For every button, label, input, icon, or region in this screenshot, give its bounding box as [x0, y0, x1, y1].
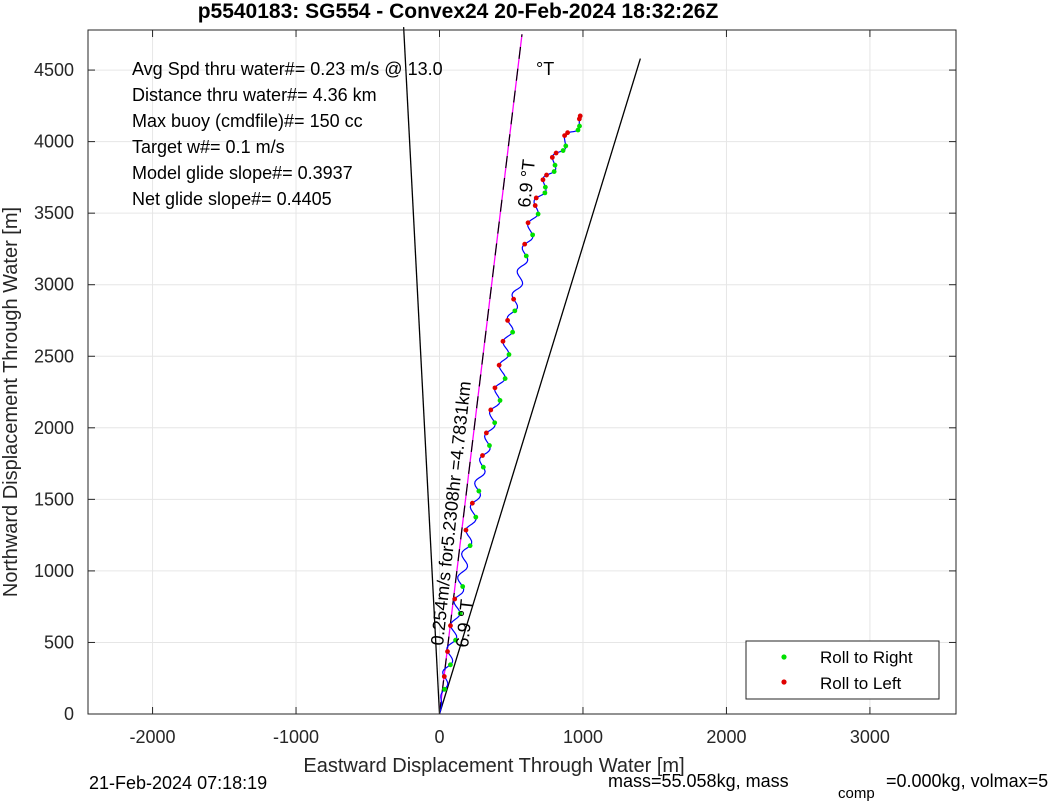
roll-left-marker: [463, 527, 469, 533]
x-tick-label: 1000: [563, 727, 603, 747]
roll-right-marker: [577, 123, 582, 129]
stat-line: Net glide slope#= 0.4405: [132, 189, 332, 209]
y-tick-label: 1500: [34, 489, 74, 509]
roll-left-marker: [452, 596, 458, 602]
track-line: [438, 115, 581, 715]
degree-label: °T: [536, 59, 554, 79]
roll-left-marker: [533, 195, 539, 201]
roll-left-marker: [549, 154, 555, 160]
roll-left-marker: [480, 453, 485, 458]
y-axis-label: Northward Displacement Through Water [m]: [0, 207, 22, 597]
grid-lines: [88, 30, 956, 715]
roll-right-marker: [560, 148, 566, 153]
y-tick-label: 2500: [34, 346, 74, 366]
y-tick-label: 2000: [34, 418, 74, 438]
roll-left-marker: [511, 296, 517, 302]
roll-right-marker: [542, 190, 548, 196]
roll-left-marker: [553, 150, 559, 156]
x-tick-label: 0: [434, 727, 444, 747]
roll-left-marker: [540, 177, 546, 183]
y-tick-label: 4000: [34, 132, 74, 152]
roll-right-marker: [506, 352, 512, 357]
roll-left-marker: [469, 500, 475, 506]
y-tick-label: 4500: [34, 60, 74, 80]
stat-line: Distance thru water#= 4.36 km: [132, 85, 377, 105]
roll-left-marker: [492, 385, 498, 391]
roll-left-marker: [448, 623, 453, 629]
roll-right-marker: [575, 127, 581, 133]
legend-label-roll-left: Roll to Left: [820, 674, 902, 693]
roll-right-marker: [476, 488, 482, 494]
roll-left-marker: [525, 220, 531, 226]
stat-line: Model glide slope#= 0.3937: [132, 163, 353, 183]
roll-right-marker: [563, 143, 569, 149]
roll-right-marker: [542, 184, 548, 190]
x-tick-label: 2000: [706, 727, 746, 747]
legend: Roll to Right Roll to Left: [745, 640, 940, 700]
roll-left-marker: [544, 172, 549, 178]
chart-title: p5540183: SG554 - Convex24 20-Feb-2024 1…: [198, 0, 719, 23]
roll-markers: [441, 113, 583, 692]
footer-mass: mass=55.058kg, mass: [608, 771, 789, 791]
y-tick-label: 0: [64, 704, 74, 724]
axes-box: [87, 29, 957, 715]
roll-left-marker: [441, 674, 447, 679]
roll-right-marker: [497, 398, 503, 403]
roll-right-marker: [457, 611, 463, 616]
footer-mass-comp: =0.000kg, volmax=5: [886, 771, 1048, 791]
reference-line-left-bound: [402, 27, 441, 715]
stat-line: Max buoy (cmdfile)#= 150 cc: [132, 111, 363, 131]
roll-left-marker: [522, 241, 528, 247]
legend-box: [745, 640, 940, 700]
y-tick-label: 3500: [34, 203, 74, 223]
roll-right-marker: [523, 253, 529, 259]
roll-right-marker: [502, 376, 508, 381]
roll-right-marker: [453, 637, 458, 643]
reference-line-right-bound: [438, 58, 641, 715]
roll-left-marker: [577, 113, 583, 119]
roll-right-marker: [512, 308, 518, 314]
legend-label-roll-right: Roll to Right: [820, 648, 913, 667]
roll-right-marker: [552, 162, 558, 168]
stat-line: Avg Spd thru water#= 0.23 m/s @ 13.0: [132, 59, 443, 79]
roll-left-marker: [445, 649, 450, 654]
roll-right-marker: [480, 464, 486, 470]
roll-right-marker: [467, 543, 473, 549]
roll-left-marker: [500, 338, 506, 344]
x-axis-label: Eastward Displacement Through Water [m]: [303, 755, 684, 777]
roll-right-marker: [442, 686, 447, 692]
x-tick-label: -2000: [130, 727, 176, 747]
roll-right-marker: [447, 662, 453, 668]
roll-right-marker: [510, 329, 516, 335]
legend-marker-roll-right: [781, 654, 787, 660]
y-tick-label: 500: [44, 632, 74, 652]
stat-line: Target w#= 0.1 m/s: [132, 137, 285, 157]
roll-left-marker: [483, 430, 489, 436]
axis-ticks: -2000 -1000 0 1000 2000 3000 0 500 1000 1500 2000 2…: [34, 30, 956, 747]
footer-timestamp: 21-Feb-2024 07:18:19: [89, 773, 267, 793]
track-path: [438, 115, 581, 715]
roll-right-marker: [492, 420, 498, 426]
x-tick-label: 3000: [850, 727, 890, 747]
roll-left-marker: [496, 362, 502, 368]
roll-left-marker: [565, 130, 570, 136]
y-tick-label: 1000: [34, 561, 74, 581]
roll-right-marker: [551, 169, 557, 174]
legend-marker-roll-left: [781, 679, 787, 685]
roll-left-marker: [562, 133, 568, 139]
roll-right-marker: [487, 443, 492, 448]
roll-left-marker: [505, 317, 510, 323]
roll-left-marker: [488, 407, 494, 413]
x-tick-label: -1000: [273, 727, 319, 747]
roll-right-marker: [530, 232, 536, 238]
y-tick-label: 3000: [34, 275, 74, 295]
roll-right-marker: [473, 514, 479, 520]
roll-right-marker: [460, 584, 466, 589]
roll-left-marker: [532, 203, 538, 208]
footer-mass-sub: comp: [838, 785, 875, 801]
stats-block: Avg Spd thru water#= 0.23 m/s @ 13.0 Dis…: [132, 59, 554, 209]
roll-right-marker: [535, 211, 541, 217]
